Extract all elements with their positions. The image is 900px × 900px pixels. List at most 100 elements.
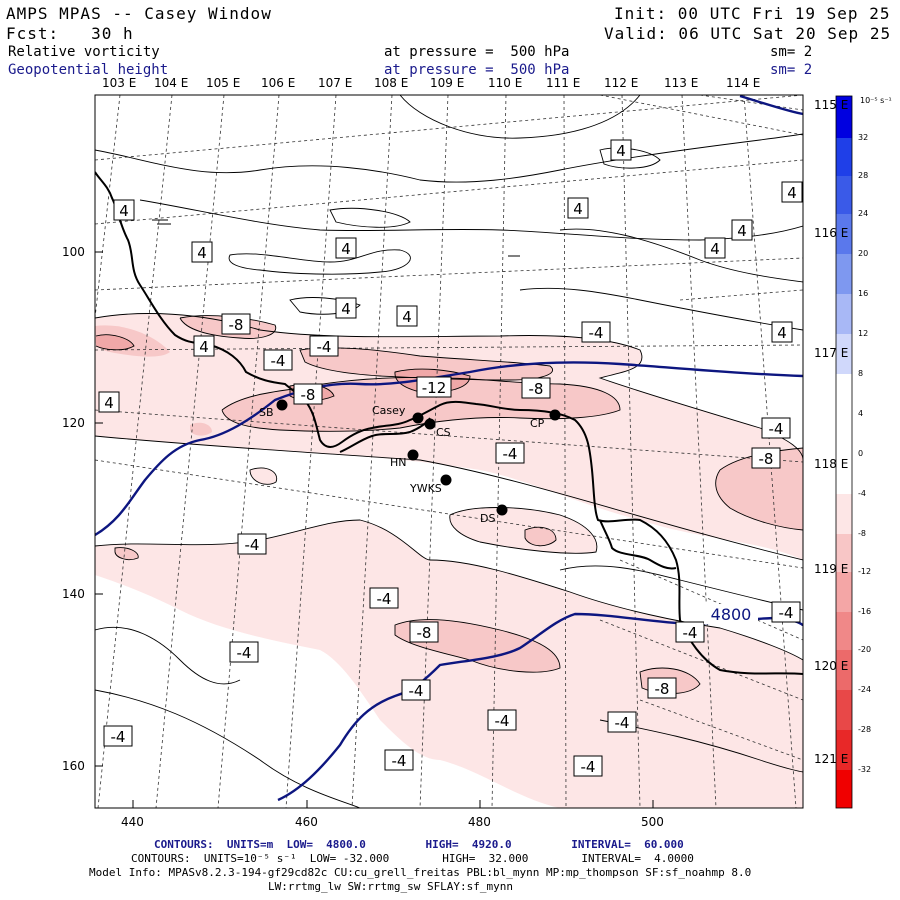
colorbar-tick: 20: [858, 249, 869, 258]
colorbar-swatch: [836, 374, 852, 494]
forecast-hour: Fcst: 30 h: [6, 24, 134, 43]
colorbar-tick: 4: [858, 409, 864, 418]
svg-text:-4: -4: [683, 624, 698, 642]
y-axis-label: 100: [62, 245, 85, 259]
colorbar-tick: 0: [858, 449, 864, 458]
lat-label: 118 E: [814, 457, 849, 471]
svg-text:-8: -8: [229, 316, 244, 334]
station-label-sb: SB: [259, 406, 274, 419]
lon-label: 110 E: [488, 76, 523, 90]
contour-label: -4: [761, 417, 791, 439]
contour-label: 4: [781, 181, 803, 203]
field2-name: Geopotential height: [8, 62, 169, 78]
svg-text:4: 4: [710, 240, 720, 258]
y-axis-label: 160: [62, 759, 85, 773]
svg-text:-4: -4: [589, 324, 604, 342]
colorbar-unit: 10⁻⁵ s⁻¹: [860, 96, 892, 105]
svg-text:-8: -8: [529, 380, 544, 398]
svg-text:4: 4: [787, 184, 797, 202]
contour-label: -4: [263, 349, 293, 371]
colorbar-swatch: [836, 294, 852, 334]
contour-label: -4: [309, 335, 339, 357]
axis-ticks: [95, 251, 654, 808]
contour-label: -4: [607, 711, 637, 733]
contour-label: -4: [229, 641, 259, 663]
contour-label: 4: [610, 139, 632, 161]
contour-label: -4: [369, 587, 399, 609]
height-contour-label: 4800: [711, 605, 752, 624]
station-marker-cs: [424, 418, 436, 430]
x-axis-label: 460: [295, 815, 318, 829]
contour-label: 4: [731, 219, 753, 241]
colorbar-tick: -4: [858, 489, 866, 498]
contour-label: 4: [704, 237, 726, 259]
model-title: AMPS MPAS -- Casey Window: [6, 4, 272, 23]
svg-text:4: 4: [119, 202, 129, 220]
height-label-bg: [704, 604, 758, 624]
contour-label: -4: [384, 749, 414, 771]
y-axis-label: 120: [62, 416, 85, 430]
contour-label: 4: [98, 391, 120, 413]
station-marker-cp: [549, 409, 561, 421]
field1-smoothing: sm= 2: [770, 44, 813, 60]
svg-text:-4: -4: [495, 712, 510, 730]
plot-frame: [94, 94, 804, 809]
lon-label: 114 E: [726, 76, 761, 90]
colorbar-tick: 24: [858, 209, 869, 218]
lat-label: 119 E: [814, 562, 849, 576]
svg-text:-8: -8: [759, 450, 774, 468]
contour-label: 4: [193, 335, 215, 357]
station-marker-ds: [496, 504, 508, 516]
svg-text:-4: -4: [377, 590, 392, 608]
lon-label: 103 E: [102, 76, 137, 90]
valid-time: Valid: 06 UTC Sat 20 Sep 25: [604, 24, 892, 43]
lat-label: 121 E: [814, 752, 849, 766]
station-label-ywks: YWKS: [409, 482, 442, 495]
contour-labels: 4 4 4 4 4 4 4 4 4 4 4 -4 -8 4 -4 -4 -12 …: [98, 139, 803, 777]
map-field: 4 4 4 4 4 4 4 4 4 4 4 -4 -8 4 -4 -4 -12 …: [95, 95, 803, 808]
colorbar-tick: -32: [858, 765, 872, 774]
colorbar-swatch: [836, 96, 852, 138]
colorbar-tick: -24: [858, 685, 872, 694]
contour-label: -4: [675, 621, 705, 643]
model-info: Model Info: MPASv8.2.3-194-gf29cd82c CU:…: [89, 866, 752, 879]
lon-label: 109 E: [430, 76, 465, 90]
model-info-line2: LW:rrtmg_lw SW:rrtmg_sw SFLAY:sf_mynn: [268, 880, 514, 893]
station-marker-casey: [412, 412, 424, 424]
svg-text:4: 4: [573, 200, 583, 218]
svg-text:-4: -4: [503, 445, 518, 463]
field1-level: at pressure = 500 hPa: [384, 44, 570, 60]
lat-label: 117 E: [814, 346, 849, 360]
colorbar-tick: -8: [858, 529, 866, 538]
colorbar-tick: 12: [858, 329, 869, 338]
svg-text:4: 4: [402, 308, 412, 326]
svg-text:-4: -4: [245, 536, 260, 554]
svg-text:-4: -4: [237, 644, 252, 662]
colorbar-swatch: [836, 612, 852, 650]
svg-text:4: 4: [199, 338, 209, 356]
contour-label: -12: [416, 376, 452, 398]
svg-text:-8: -8: [655, 680, 670, 698]
svg-text:-8: -8: [301, 386, 316, 404]
contour-label: 4: [567, 197, 589, 219]
station-label-hn: HN: [390, 456, 407, 469]
init-time: Init: 00 UTC Fri 19 Sep 25: [614, 4, 891, 23]
lon-label: 112 E: [604, 76, 639, 90]
lat-label: 115 E: [814, 98, 849, 112]
lon-label: 111 E: [546, 76, 581, 90]
contour-label: -4: [573, 755, 603, 777]
contour-label: -4: [487, 709, 517, 731]
colorbar-tick: 16: [858, 289, 869, 298]
contour-label: -8: [521, 377, 551, 399]
contour-label: -8: [221, 313, 251, 335]
colorbar-swatch: [836, 730, 852, 770]
x-axis-label: 440: [121, 815, 144, 829]
station-label-casey: Casey: [372, 404, 406, 417]
colorbar-tick: -28: [858, 725, 872, 734]
contour-label: -4: [771, 601, 801, 623]
svg-text:4: 4: [341, 240, 351, 258]
contour-label: -4: [103, 725, 133, 747]
lat-label: 120 E: [814, 659, 849, 673]
station-label-ds: DS: [480, 512, 495, 525]
